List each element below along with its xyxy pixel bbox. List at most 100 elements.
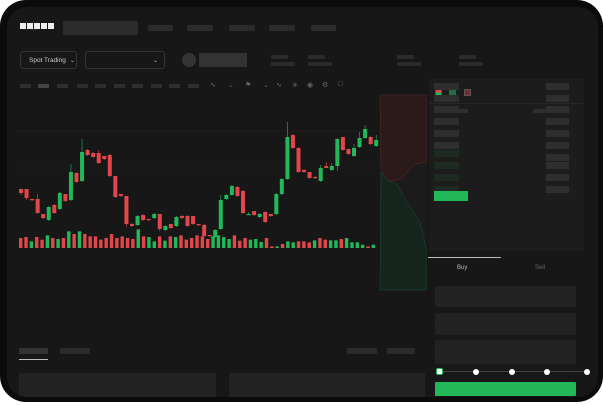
slider-stop[interactable] bbox=[509, 369, 515, 375]
bid-price[interactable] bbox=[434, 150, 459, 157]
indicator-icon[interactable]: ∿ bbox=[210, 82, 216, 89]
tab-sell[interactable]: Sell bbox=[535, 265, 546, 271]
volume-bar bbox=[344, 238, 349, 248]
orderbook-asks-icon[interactable] bbox=[464, 89, 471, 96]
interval-button[interactable] bbox=[20, 84, 31, 88]
candle bbox=[279, 179, 284, 194]
ask-price[interactable] bbox=[434, 118, 459, 125]
candle bbox=[52, 205, 57, 213]
interval-button[interactable] bbox=[169, 84, 180, 88]
candle bbox=[263, 212, 268, 222]
pair-select[interactable]: ⌄ bbox=[85, 51, 165, 69]
volume-bar bbox=[323, 239, 327, 248]
ask-price[interactable] bbox=[434, 83, 459, 90]
candle bbox=[80, 152, 85, 181]
line-icon[interactable]: ∿ bbox=[276, 82, 282, 89]
interval-button[interactable] bbox=[57, 84, 68, 88]
interval-button[interactable] bbox=[95, 84, 106, 88]
ruler-icon[interactable]: ⧺ bbox=[292, 82, 298, 89]
candle bbox=[324, 166, 329, 168]
candle bbox=[346, 149, 351, 154]
candles-group bbox=[19, 122, 379, 238]
volume-bar bbox=[259, 242, 263, 248]
ask-price[interactable] bbox=[434, 106, 459, 113]
volume-bar bbox=[67, 231, 71, 248]
fullscreen-icon[interactable]: □ bbox=[338, 81, 343, 88]
candle bbox=[41, 214, 46, 218]
tab-order-history[interactable] bbox=[60, 348, 90, 354]
slider-stop[interactable] bbox=[584, 369, 590, 375]
ask-price[interactable] bbox=[434, 95, 459, 102]
volume-bar bbox=[296, 241, 301, 248]
candle bbox=[191, 216, 196, 224]
nav-item[interactable] bbox=[269, 25, 295, 31]
filter-button[interactable] bbox=[347, 348, 377, 354]
candle bbox=[141, 215, 146, 220]
candle bbox=[302, 170, 307, 172]
candle bbox=[152, 214, 157, 218]
ask-amount bbox=[546, 118, 569, 125]
candle bbox=[368, 137, 373, 144]
stat-value bbox=[397, 62, 421, 66]
bid-price[interactable] bbox=[434, 174, 459, 181]
chevron-down-icon[interactable]: ⌄ bbox=[263, 82, 269, 89]
settings-icon[interactable]: ⚙ bbox=[322, 82, 329, 89]
volume-bar bbox=[222, 237, 226, 248]
bid-price[interactable] bbox=[434, 162, 459, 169]
interval-button[interactable] bbox=[188, 84, 199, 88]
volume-bar bbox=[147, 237, 151, 248]
amount-input[interactable] bbox=[435, 313, 576, 335]
interval-button[interactable] bbox=[151, 84, 162, 88]
camera-icon[interactable]: ◉ bbox=[307, 82, 314, 89]
interval-button[interactable] bbox=[38, 84, 49, 88]
volume-bar bbox=[51, 238, 55, 248]
stat-value bbox=[308, 62, 332, 66]
nav-item[interactable] bbox=[311, 25, 336, 31]
filter-button[interactable] bbox=[387, 348, 415, 354]
volume-bar bbox=[200, 236, 205, 248]
candle bbox=[274, 194, 279, 214]
tab-open-orders[interactable] bbox=[19, 348, 48, 354]
volume-bar bbox=[243, 238, 247, 248]
candle bbox=[185, 216, 190, 226]
draw-icon[interactable]: ⚑ bbox=[245, 82, 252, 89]
volume-bar bbox=[318, 238, 322, 248]
nav-item[interactable] bbox=[148, 25, 173, 31]
price-input[interactable] bbox=[435, 286, 576, 307]
tab-buy[interactable]: Buy bbox=[457, 265, 468, 271]
volume-bar bbox=[275, 246, 279, 248]
volume-bar bbox=[211, 236, 215, 248]
slider-stop[interactable] bbox=[544, 369, 550, 375]
volume-bar bbox=[29, 241, 34, 248]
chevron-down-icon[interactable]: ⌄ bbox=[228, 82, 234, 89]
search-bar[interactable] bbox=[63, 21, 138, 35]
ask-price[interactable] bbox=[434, 142, 459, 149]
ask-amount bbox=[546, 83, 569, 90]
total-input[interactable] bbox=[435, 340, 576, 364]
volume-bar bbox=[88, 236, 92, 248]
candle bbox=[363, 129, 368, 138]
buy-button[interactable] bbox=[435, 382, 576, 396]
market-select[interactable]: Spot Trading ⌄ bbox=[20, 51, 77, 69]
volume-bar bbox=[56, 239, 60, 248]
volume-bar bbox=[40, 239, 44, 248]
nav-item[interactable] bbox=[229, 25, 255, 31]
bid-price[interactable] bbox=[434, 186, 459, 193]
candle bbox=[268, 214, 273, 216]
candle bbox=[113, 176, 118, 197]
candle bbox=[213, 230, 218, 237]
ask-price[interactable] bbox=[434, 130, 459, 137]
app-screen: Spot Trading ⌄ ⌄ ∿ ⌄ ⚑ ⌄ ∿ ⧺ ◉ ⚙ □ bbox=[7, 7, 598, 397]
price-chart[interactable] bbox=[15, 92, 427, 332]
candle bbox=[224, 195, 229, 199]
slider-handle[interactable] bbox=[436, 368, 443, 375]
interval-button[interactable] bbox=[77, 84, 88, 88]
slider-stop[interactable] bbox=[473, 369, 479, 375]
volume-bar bbox=[307, 242, 311, 248]
nav-item[interactable] bbox=[187, 25, 213, 31]
okx-logo[interactable] bbox=[20, 23, 54, 29]
volume-bar bbox=[302, 241, 306, 248]
interval-button[interactable] bbox=[114, 84, 125, 88]
interval-button[interactable] bbox=[132, 84, 143, 88]
candle bbox=[352, 148, 356, 156]
